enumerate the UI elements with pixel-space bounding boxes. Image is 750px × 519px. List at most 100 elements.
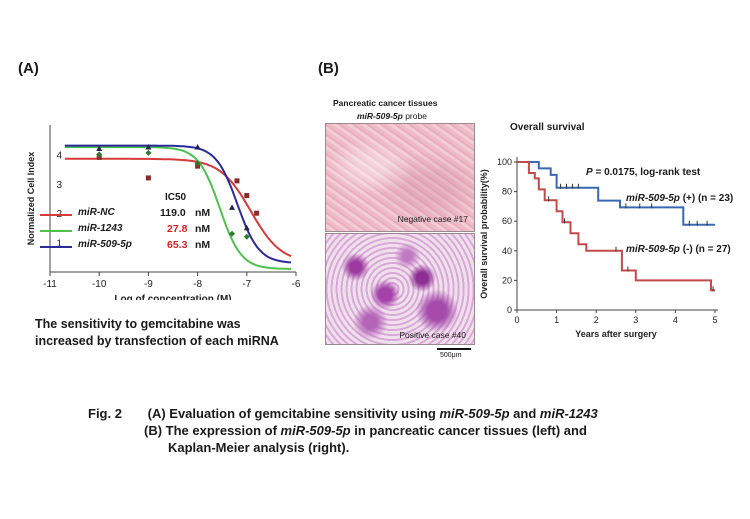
point-diamond bbox=[96, 151, 103, 158]
km-survival-chart: 0 1 2 3 4 5 0 20 40 60 80 100 Years after surgery Ove… bbox=[479, 157, 718, 339]
curve-2 bbox=[64, 144, 292, 264]
scale-bar-label: 500μm bbox=[440, 352, 462, 359]
y-tick-label: 1 bbox=[56, 239, 62, 250]
negative-case-image: Negative case #17 bbox=[325, 123, 475, 232]
negative-case-label: Negative case #17 bbox=[397, 214, 468, 224]
sensitivity-note-line1: The sensitivity to gemcitabine was bbox=[35, 317, 241, 331]
probe-label: miR-509-5p probe bbox=[357, 111, 427, 121]
tissue-title: Pancreatic cancer tissues bbox=[333, 98, 438, 108]
legend-value-509: 65.3 bbox=[167, 239, 188, 251]
sensitivity-note: The sensitivity to gemcitabine was incre… bbox=[35, 316, 279, 350]
scale-bar bbox=[437, 348, 471, 350]
caption-b-mirna: miR-509-5p bbox=[280, 423, 351, 438]
legend-name-509: miR-509-5p bbox=[78, 239, 132, 250]
group-neg-rest: (-) (n = 27) bbox=[682, 244, 731, 255]
km-x-tick-label: 0 bbox=[514, 315, 519, 325]
point-square bbox=[145, 175, 151, 181]
figure-caption: Fig. 2 (A) Evaluation of gemcitabine sen… bbox=[88, 405, 738, 456]
panel-a-label: (A) bbox=[18, 60, 39, 77]
legend-line-1243 bbox=[40, 230, 72, 232]
positive-case-image: Positive case #40 bbox=[325, 233, 475, 345]
km-curve-1 bbox=[517, 161, 715, 292]
legend-unit-1243: nM bbox=[195, 223, 211, 235]
ic50-legend: miR-NC 119.0 nM miR-1243 27.8 nM miR-509… bbox=[40, 207, 280, 255]
caption-a-mirna1: miR-509-5p bbox=[439, 406, 510, 421]
point-diamond bbox=[145, 149, 152, 156]
x-tick-label: -11 bbox=[43, 279, 57, 290]
km-curve-0 bbox=[517, 161, 715, 226]
caption-a-mirna2: miR-1243 bbox=[539, 406, 598, 421]
point-square bbox=[254, 210, 260, 216]
point-triangle bbox=[145, 144, 152, 150]
km-x-tick-label: 1 bbox=[554, 315, 559, 325]
y-axis-label: Normalized Cell Index bbox=[26, 152, 36, 246]
x-tick-label: -8 bbox=[193, 279, 202, 290]
point-triangle bbox=[194, 144, 201, 150]
caption-line-a: Fig. 2 (A) Evaluation of gemcitabine sen… bbox=[88, 405, 738, 422]
caption-a-prefix: (A) Evaluation of gemcitabine sensitivit… bbox=[147, 406, 436, 421]
km-x-tick-label: 5 bbox=[712, 315, 717, 325]
x-tick-label: -6 bbox=[292, 279, 301, 290]
x-axis-label: Log of concentration (M) bbox=[114, 294, 231, 300]
ic50-header: IC50 bbox=[165, 192, 187, 203]
km-x-tick-label: 2 bbox=[594, 315, 599, 325]
sensitivity-note-line2: increased by transfection of each miRNA bbox=[35, 334, 279, 348]
km-y-axis-label: Overall survival probability(%) bbox=[479, 169, 489, 299]
curve-1 bbox=[64, 146, 292, 270]
km-y-tick-label: 40 bbox=[502, 246, 512, 256]
legend-row-509: miR-509-5p 65.3 nM bbox=[40, 239, 280, 255]
caption-line-b: (B) The expression of miR-509-5p in panc… bbox=[88, 422, 738, 439]
legend-unit-509: nM bbox=[195, 239, 211, 251]
point-diamond bbox=[229, 230, 236, 237]
km-x-tick-label: 3 bbox=[633, 315, 638, 325]
panel-b-label: (B) bbox=[318, 60, 339, 77]
x-tick-label: -9 bbox=[144, 279, 153, 290]
pvalue-p: P bbox=[586, 167, 593, 178]
legend-value-nc: 119.0 bbox=[160, 207, 186, 219]
legend-row-1243: miR-1243 27.8 nM bbox=[40, 223, 280, 239]
point-square bbox=[244, 193, 250, 199]
group-neg-label: miR-509-5p (-) (n = 27) bbox=[626, 244, 731, 255]
group-pos-rest: (+) (n = 23) bbox=[682, 193, 734, 204]
curve-0 bbox=[64, 157, 292, 258]
legend-name-nc: miR-NC bbox=[78, 207, 115, 218]
legend-unit-nc: nM bbox=[195, 207, 211, 219]
point-triangle bbox=[243, 224, 250, 231]
pvalue-rest: = 0.0175, log-rank test bbox=[595, 167, 701, 178]
group-pos-label: miR-509-5p (+) (n = 23) bbox=[626, 193, 733, 204]
km-y-tick-label: 0 bbox=[507, 305, 512, 315]
dose-response-chart: -11-10-9-8-7-61234Log of concentration (… bbox=[26, 125, 301, 300]
caption-b-prefix: (B) The expression of bbox=[144, 423, 277, 438]
km-y-tick-label: 80 bbox=[502, 187, 512, 197]
pvalue-text: P = 0.0175, log-rank test bbox=[586, 167, 700, 178]
x-tick-label: -10 bbox=[92, 279, 107, 290]
km-y-tick-label: 20 bbox=[502, 275, 512, 285]
probe-name: miR-509-5p bbox=[357, 111, 403, 121]
group-neg-name: miR-509-5p bbox=[626, 244, 680, 255]
legend-line-509 bbox=[40, 246, 72, 248]
km-y-tick-label: 100 bbox=[497, 157, 512, 167]
point-triangle bbox=[229, 204, 236, 210]
legend-value-1243: 27.8 bbox=[167, 223, 188, 235]
group-pos-name: miR-509-5p bbox=[626, 193, 680, 204]
legend-row-nc: miR-NC 119.0 nM bbox=[40, 207, 280, 223]
point-diamond bbox=[243, 233, 250, 240]
caption-b-rest: in pancreatic cancer tissues (left) and bbox=[354, 423, 587, 438]
probe-suffix: probe bbox=[405, 111, 427, 121]
point-square bbox=[234, 178, 240, 184]
positive-case-label: Positive case #40 bbox=[399, 330, 466, 340]
caption-fig: Fig. 2 bbox=[88, 406, 122, 421]
point-triangle bbox=[96, 145, 103, 152]
legend-line-nc bbox=[40, 214, 72, 216]
y-tick-label: 4 bbox=[56, 150, 62, 161]
km-x-tick-label: 4 bbox=[673, 315, 678, 325]
x-tick-label: -7 bbox=[242, 279, 251, 290]
caption-line-b2: Kaplan-Meier analysis (right). bbox=[168, 440, 350, 455]
y-tick-label: 3 bbox=[56, 180, 62, 191]
legend-name-1243: miR-1243 bbox=[78, 223, 123, 234]
km-x-axis-label: Years after surgery bbox=[575, 329, 657, 339]
caption-a-and: and bbox=[513, 406, 537, 421]
point-diamond bbox=[194, 160, 201, 167]
survival-title: Overall survival bbox=[510, 122, 585, 133]
km-y-tick-label: 60 bbox=[502, 216, 512, 226]
